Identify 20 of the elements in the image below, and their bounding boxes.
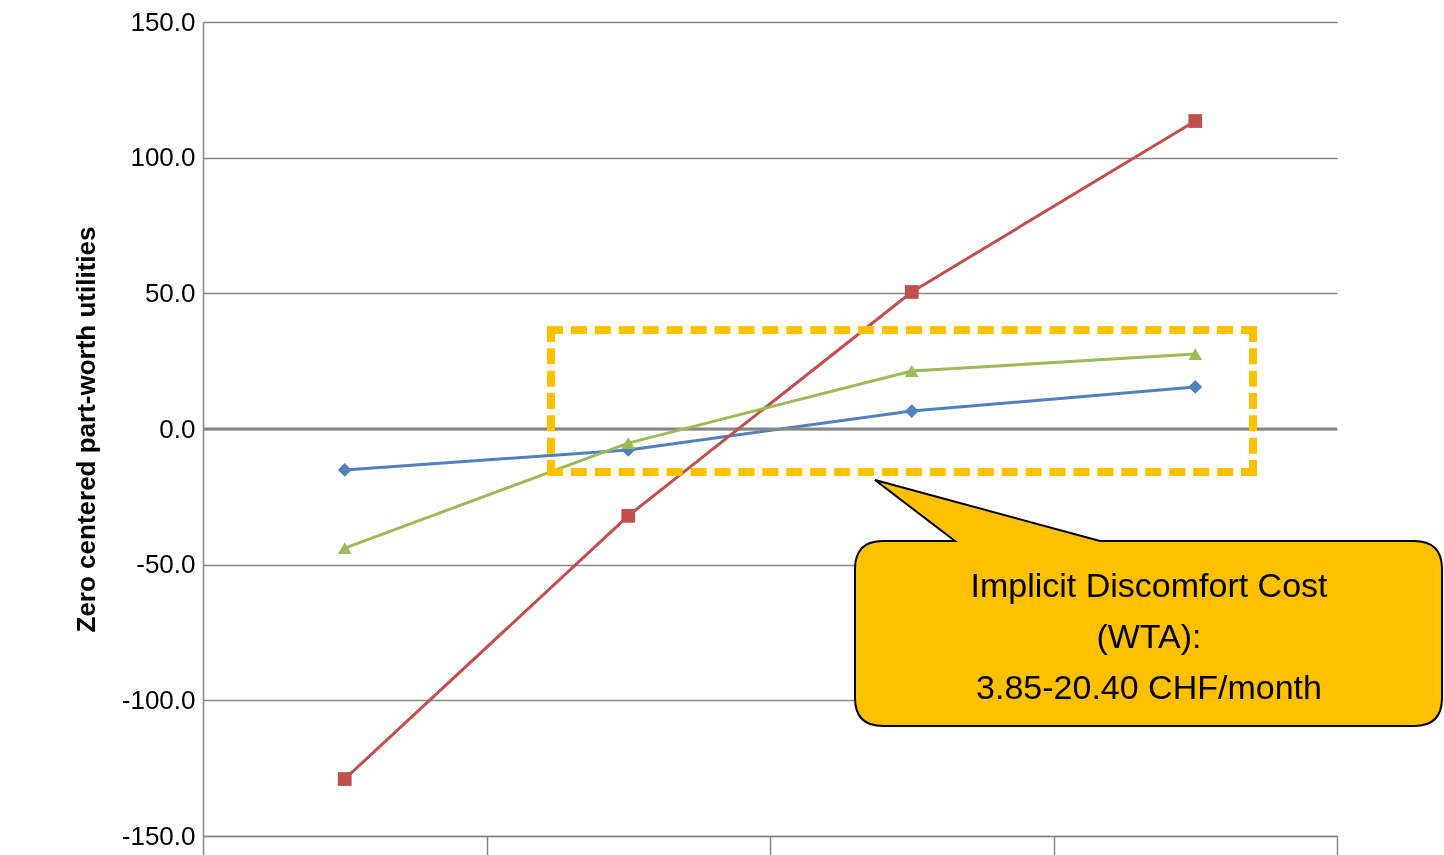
y-tick-label: 150.0 xyxy=(130,6,196,37)
point xyxy=(904,285,919,299)
point xyxy=(337,463,352,477)
point xyxy=(1188,114,1203,128)
y-tick-label: -50.0 xyxy=(136,549,196,580)
y-tick-label: 50.0 xyxy=(144,277,196,308)
point xyxy=(337,772,352,786)
y-axis-title: Zero centered part-worth utilities xyxy=(70,226,101,633)
y-tick-label: 0.0 xyxy=(159,413,196,444)
y-tick-label: 100.0 xyxy=(130,142,196,173)
point xyxy=(621,437,636,450)
point xyxy=(337,542,352,555)
y-tick-label: -150.0 xyxy=(121,820,196,851)
point xyxy=(1188,348,1203,361)
point xyxy=(621,508,636,523)
y-tick-label: -100.0 xyxy=(121,684,196,715)
point xyxy=(904,364,919,377)
point xyxy=(1188,380,1203,394)
annotation: Implicit Discomfort Cost (WTA): 3.85-20.40 CHF/month xyxy=(969,565,1329,708)
point xyxy=(904,404,919,418)
